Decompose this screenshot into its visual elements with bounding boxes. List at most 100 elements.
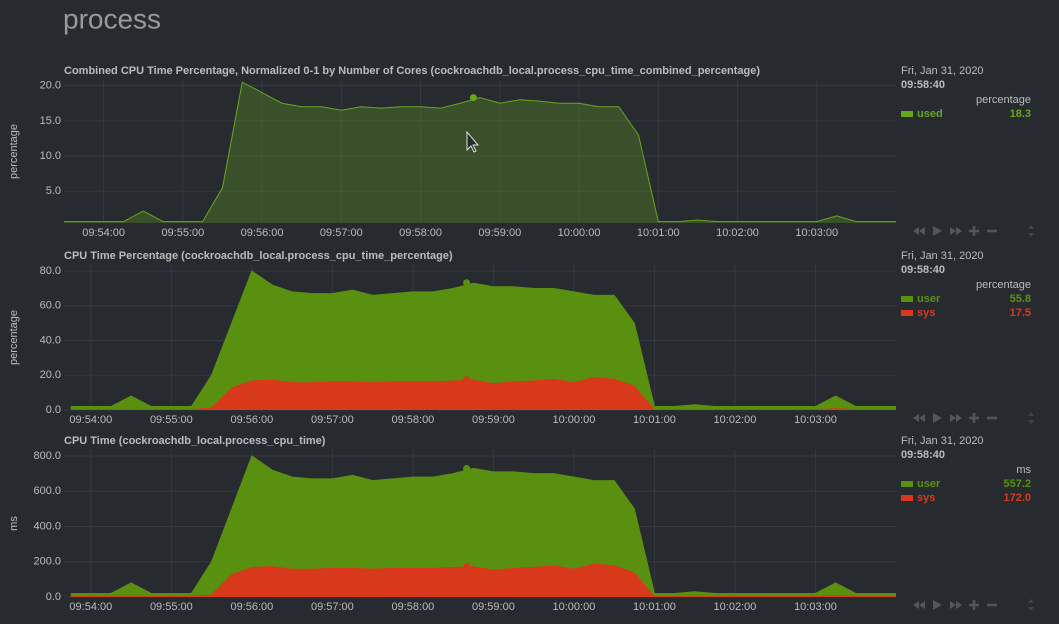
x-tick-label: 10:00:00 [553,601,596,613]
y-axis-label: ms [8,516,20,531]
line [64,81,896,223]
y-axis-label: percentage [8,124,20,179]
x-tick-label: 09:58:00 [399,227,442,239]
area [70,271,897,410]
control-button[interactable] [950,227,962,235]
x-tick-label: 09:57:00 [311,601,354,613]
resize-handle[interactable] [1028,599,1034,611]
control-button[interactable] [933,226,942,236]
y-tick-label: 60.0 [40,300,61,312]
legend-swatch [901,296,913,302]
area [70,377,897,410]
x-tick-label: 10:02:00 [714,601,757,613]
y-tick-label: 800.0 [33,450,61,462]
area [64,82,896,223]
legend-time: 09:58:40 [901,79,945,91]
legend-date: Fri, Jan 31, 2020 [901,435,984,447]
y-tick-label: 0.0 [46,591,61,603]
y-tick-label: 15.0 [40,115,61,127]
x-tick-label: 09:57:00 [311,414,354,426]
legend-date: Fri, Jan 31, 2020 [901,250,984,262]
hover-dot [469,94,477,102]
x-tick-label: 10:01:00 [637,227,680,239]
control-button[interactable] [950,601,962,609]
legend-name[interactable]: sys [917,307,935,319]
control-button[interactable] [913,227,925,235]
legend-swatch [901,111,913,117]
resize-handle[interactable] [1028,225,1034,237]
y-tick-label: 600.0 [33,485,61,497]
control-button[interactable] [913,601,925,609]
legend-value: 557.2 [1003,478,1031,490]
y-tick-label: 400.0 [33,520,61,532]
legend-swatch [901,495,913,501]
x-tick-label: 09:57:00 [320,227,363,239]
area [70,455,897,597]
page-title: process [63,3,161,34]
x-tick-label: 09:59:00 [472,601,515,613]
y-tick-label: 0.0 [46,404,61,416]
x-tick-label: 09:59:00 [472,414,515,426]
legend-unit: ms [1016,464,1031,476]
line [70,270,896,408]
legend-value: 17.5 [1010,307,1031,319]
control-button[interactable] [969,226,979,236]
x-tick-label: 09:58:00 [391,414,434,426]
legend-unit: percentage [976,94,1031,106]
area [70,563,897,597]
control-button[interactable] [969,600,979,610]
hover-dot [463,279,471,287]
legend-name[interactable]: used [917,108,943,120]
x-tick-label: 09:55:00 [150,414,193,426]
control-button[interactable] [933,600,942,610]
line [70,455,896,594]
x-tick-label: 09:55:00 [150,601,193,613]
legend-time: 09:58:40 [901,449,945,461]
x-tick-label: 10:01:00 [633,601,676,613]
x-tick-label: 09:54:00 [69,414,112,426]
y-tick-label: 20.0 [40,369,61,381]
x-tick-label: 09:55:00 [161,227,204,239]
y-tick-label: 20.0 [40,80,61,92]
legend-value: 55.8 [1010,293,1031,305]
hover-dot [463,563,471,571]
x-tick-label: 10:00:00 [553,414,596,426]
x-tick-label: 09:56:00 [230,414,273,426]
chart-title: Combined CPU Time Percentage, Normalized… [64,65,760,77]
x-tick-label: 10:03:00 [794,414,837,426]
x-tick-label: 09:59:00 [478,227,521,239]
y-tick-label: 80.0 [40,265,61,277]
x-tick-label: 09:54:00 [82,227,125,239]
resize-handle[interactable] [1028,412,1034,424]
y-tick-label: 5.0 [46,185,61,197]
y-tick-label: 200.0 [33,556,61,568]
control-button[interactable] [969,413,979,423]
x-tick-label: 10:03:00 [794,601,837,613]
x-tick-label: 10:01:00 [633,414,676,426]
legend-swatch [901,310,913,316]
control-button[interactable] [933,413,942,423]
hover-dot [463,464,471,472]
legend-name[interactable]: user [917,478,941,490]
legend-unit: percentage [976,279,1031,291]
control-button[interactable] [950,414,962,422]
legend-name[interactable]: sys [917,492,935,504]
x-tick-label: 10:02:00 [716,227,759,239]
control-button[interactable] [913,414,925,422]
legend-swatch [901,481,913,487]
y-axis-label: percentage [8,310,20,365]
legend-value: 172.0 [1003,492,1031,504]
x-tick-label: 10:02:00 [714,414,757,426]
legend-time: 09:58:40 [901,264,945,276]
mouse-cursor [466,130,480,153]
y-tick-label: 10.0 [40,150,61,162]
x-tick-label: 10:03:00 [795,227,838,239]
y-tick-label: 40.0 [40,334,61,346]
x-tick-label: 09:54:00 [69,601,112,613]
legend-name[interactable]: user [917,293,941,305]
hover-dot [463,376,471,384]
x-tick-label: 09:56:00 [241,227,284,239]
x-tick-label: 09:58:00 [391,601,434,613]
